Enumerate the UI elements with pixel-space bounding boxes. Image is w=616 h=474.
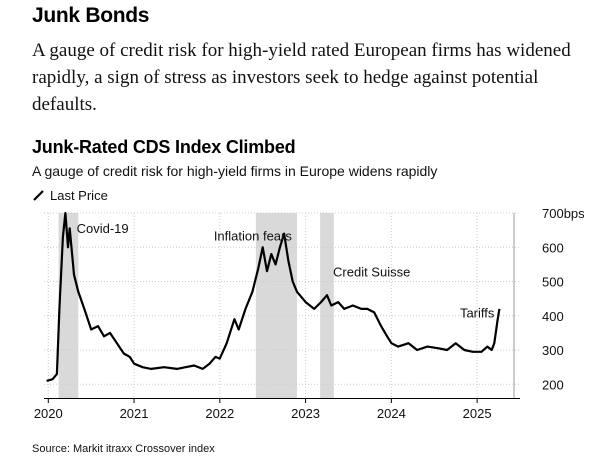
y-tick-label-1: 300: [542, 343, 564, 358]
x-tick-label-2: 2022: [205, 406, 234, 421]
y-tick-label-0: 200: [542, 377, 564, 392]
x-tick-label-4: 2024: [377, 406, 406, 421]
chart-legend: Last Price: [32, 186, 108, 204]
x-tick-label-1: 2021: [120, 406, 149, 421]
x-tick-label-0: 2020: [34, 406, 63, 421]
series-line-0: [46, 211, 501, 382]
annotation-0: Covid-19: [77, 221, 129, 236]
y-tick-label-4: 600: [542, 240, 564, 255]
x-tick-label-5: 2025: [463, 406, 492, 421]
legend-line-icon: [33, 190, 44, 201]
y-tick-label-5: 700bps: [542, 206, 585, 221]
lede-paragraph: A gauge of credit risk for high-yield ra…: [32, 40, 571, 115]
shaded-period-2: [320, 213, 334, 398]
x-tick-label-3: 2023: [291, 406, 320, 421]
source-note: Source: Markit itraxx Crossover index: [32, 443, 215, 455]
y-tick-label-3: 500: [542, 275, 564, 290]
shaded-period-1: [255, 213, 298, 398]
annotation-1: Inflation fears: [214, 228, 293, 243]
chart-title: Junk-Rated CDS Index Climbed: [32, 137, 296, 157]
y-tick-label-2: 400: [542, 309, 564, 324]
legend-label: Last Price: [50, 187, 108, 203]
headline: Junk Bonds: [32, 4, 150, 27]
annotation-3: Tariffs: [460, 305, 495, 320]
annotation-2: Credit Suisse: [333, 264, 410, 279]
chart-subtitle: A gauge of credit risk for high-yield fi…: [32, 163, 438, 179]
